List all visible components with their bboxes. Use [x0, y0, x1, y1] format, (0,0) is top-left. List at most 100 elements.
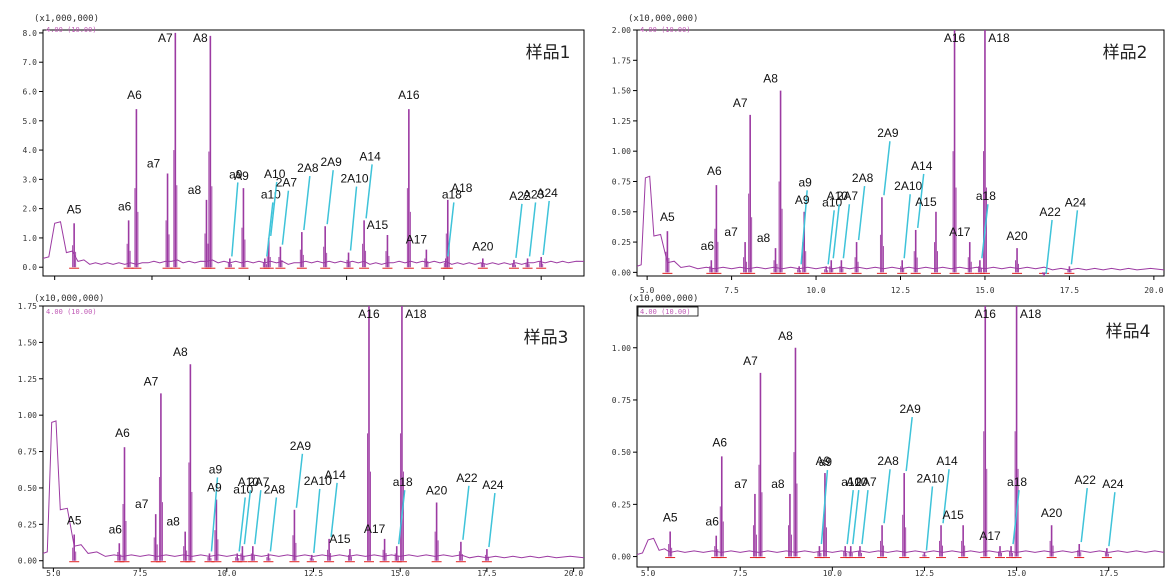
peak-a8 [204, 199, 209, 268]
x-tick-label: 5.0 [46, 569, 61, 577]
y-tick-label: 0.25 [18, 520, 37, 529]
peak-A22 [511, 259, 516, 268]
peak-label: A5 [660, 210, 675, 224]
peak-A7 [758, 372, 763, 557]
y-tick-label: 0.50 [18, 484, 37, 493]
leader-line [528, 202, 537, 257]
peak-A16 [952, 30, 957, 273]
peak-label: A20 [1041, 506, 1063, 520]
peak-label: 2A8 [297, 161, 319, 175]
leader-line [883, 141, 891, 196]
peak-label: 2A9 [900, 402, 922, 416]
peak-label: A22 [1039, 205, 1061, 219]
leader-line [266, 202, 274, 257]
leader-line [254, 490, 262, 545]
y-tick-label: 0.25 [612, 238, 631, 247]
peak-2A8 [266, 553, 271, 561]
peak-label: a8 [757, 231, 771, 245]
peak-A7 [748, 114, 753, 273]
y-tick-label: 1.25 [612, 117, 631, 126]
peak-A15 [385, 235, 390, 268]
peak-label: A10 [846, 475, 868, 489]
leader-line [827, 210, 835, 265]
peak-a7 [752, 493, 757, 557]
peak-A16 [367, 306, 371, 561]
peak-a8 [787, 493, 792, 557]
peak-2A7 [858, 546, 862, 557]
peak-label: a9 [209, 462, 223, 476]
peak-label: A10 [264, 167, 286, 181]
leader-line [981, 204, 989, 259]
peak-2A8 [299, 232, 304, 268]
peak-label: 2A7 [276, 176, 298, 190]
peak-a7 [153, 514, 158, 561]
peak-label: 2A7 [837, 189, 859, 203]
peak-label: A18 [1020, 307, 1042, 321]
peak-a18 [394, 546, 399, 561]
x-tick-label: 12.5 [304, 569, 323, 577]
peak-label: A7 [743, 354, 758, 368]
peak-label: 2A7 [855, 475, 877, 489]
peak-label: 2A9 [877, 126, 899, 140]
y-multiplier-label: (x10,000,000) [34, 294, 104, 304]
peak-label: a18 [1007, 475, 1027, 489]
peak-A23 [525, 258, 530, 268]
leader-line [515, 203, 523, 258]
sample-title: 样品1 [526, 43, 571, 63]
y-tick-label: 1.0 [23, 234, 38, 243]
leader-line [243, 490, 252, 545]
x-tick-label: 20.0 [1144, 286, 1163, 295]
peak-A17 [424, 249, 429, 268]
peak-label: a7 [734, 477, 748, 491]
y-tick-label: 1.25 [18, 375, 37, 384]
leader-line [1070, 210, 1079, 265]
peak-label: A5 [67, 514, 82, 528]
peak-2A10 [309, 554, 314, 561]
y-tick-label: 1.00 [18, 411, 37, 420]
x-tick-label: 7.5 [133, 569, 148, 577]
peak-a9 [207, 553, 212, 561]
peak-label: a7 [135, 497, 149, 511]
peak-A7 [158, 393, 163, 561]
peak-A6 [714, 185, 719, 273]
trace-subtitle: 4.00 (10.00) [46, 26, 97, 34]
x-tick-label: 10.0 [823, 569, 842, 577]
peak-label: A20 [472, 239, 494, 253]
peak-label: a6 [701, 239, 715, 253]
peak-A18 [445, 199, 450, 268]
y-tick-label: 0.25 [612, 500, 631, 509]
leader-line [846, 490, 854, 545]
peak-a6 [714, 535, 719, 557]
peak-label: A14 [359, 149, 381, 163]
peak-label: a6 [118, 199, 132, 213]
leader-line [210, 477, 219, 552]
peak-label: A20 [426, 484, 448, 498]
peak-label: a10 [822, 195, 842, 209]
peak-label: a7 [724, 225, 738, 239]
y-tick-label: 0.75 [612, 396, 631, 405]
peak-A14 [913, 229, 918, 273]
peak-2A8 [854, 242, 859, 273]
peak-a10 [843, 546, 848, 557]
leader-line [295, 453, 304, 508]
peak-label: a6 [109, 522, 123, 536]
peak-label: a10 [841, 475, 861, 489]
leader-line [447, 202, 455, 257]
peak-label: A9 [816, 454, 831, 468]
x-tick-label: 15.0 [1007, 569, 1026, 577]
leader-line [883, 469, 891, 524]
peak-2A9 [323, 226, 328, 268]
peak-label: 2A8 [264, 482, 286, 496]
peak-label: A24 [537, 186, 559, 200]
peak-label: A6 [115, 426, 130, 440]
peak-label: a8 [188, 183, 202, 197]
x-tick-label: 12.5 [891, 286, 910, 295]
peak-2A10 [346, 252, 351, 268]
peak-A22 [458, 541, 463, 561]
peak-a6 [117, 543, 122, 561]
plot-frame [636, 305, 1165, 568]
peak-label: a6 [706, 515, 720, 529]
peak-A8 [793, 347, 798, 557]
peak-label: a9 [798, 175, 812, 189]
